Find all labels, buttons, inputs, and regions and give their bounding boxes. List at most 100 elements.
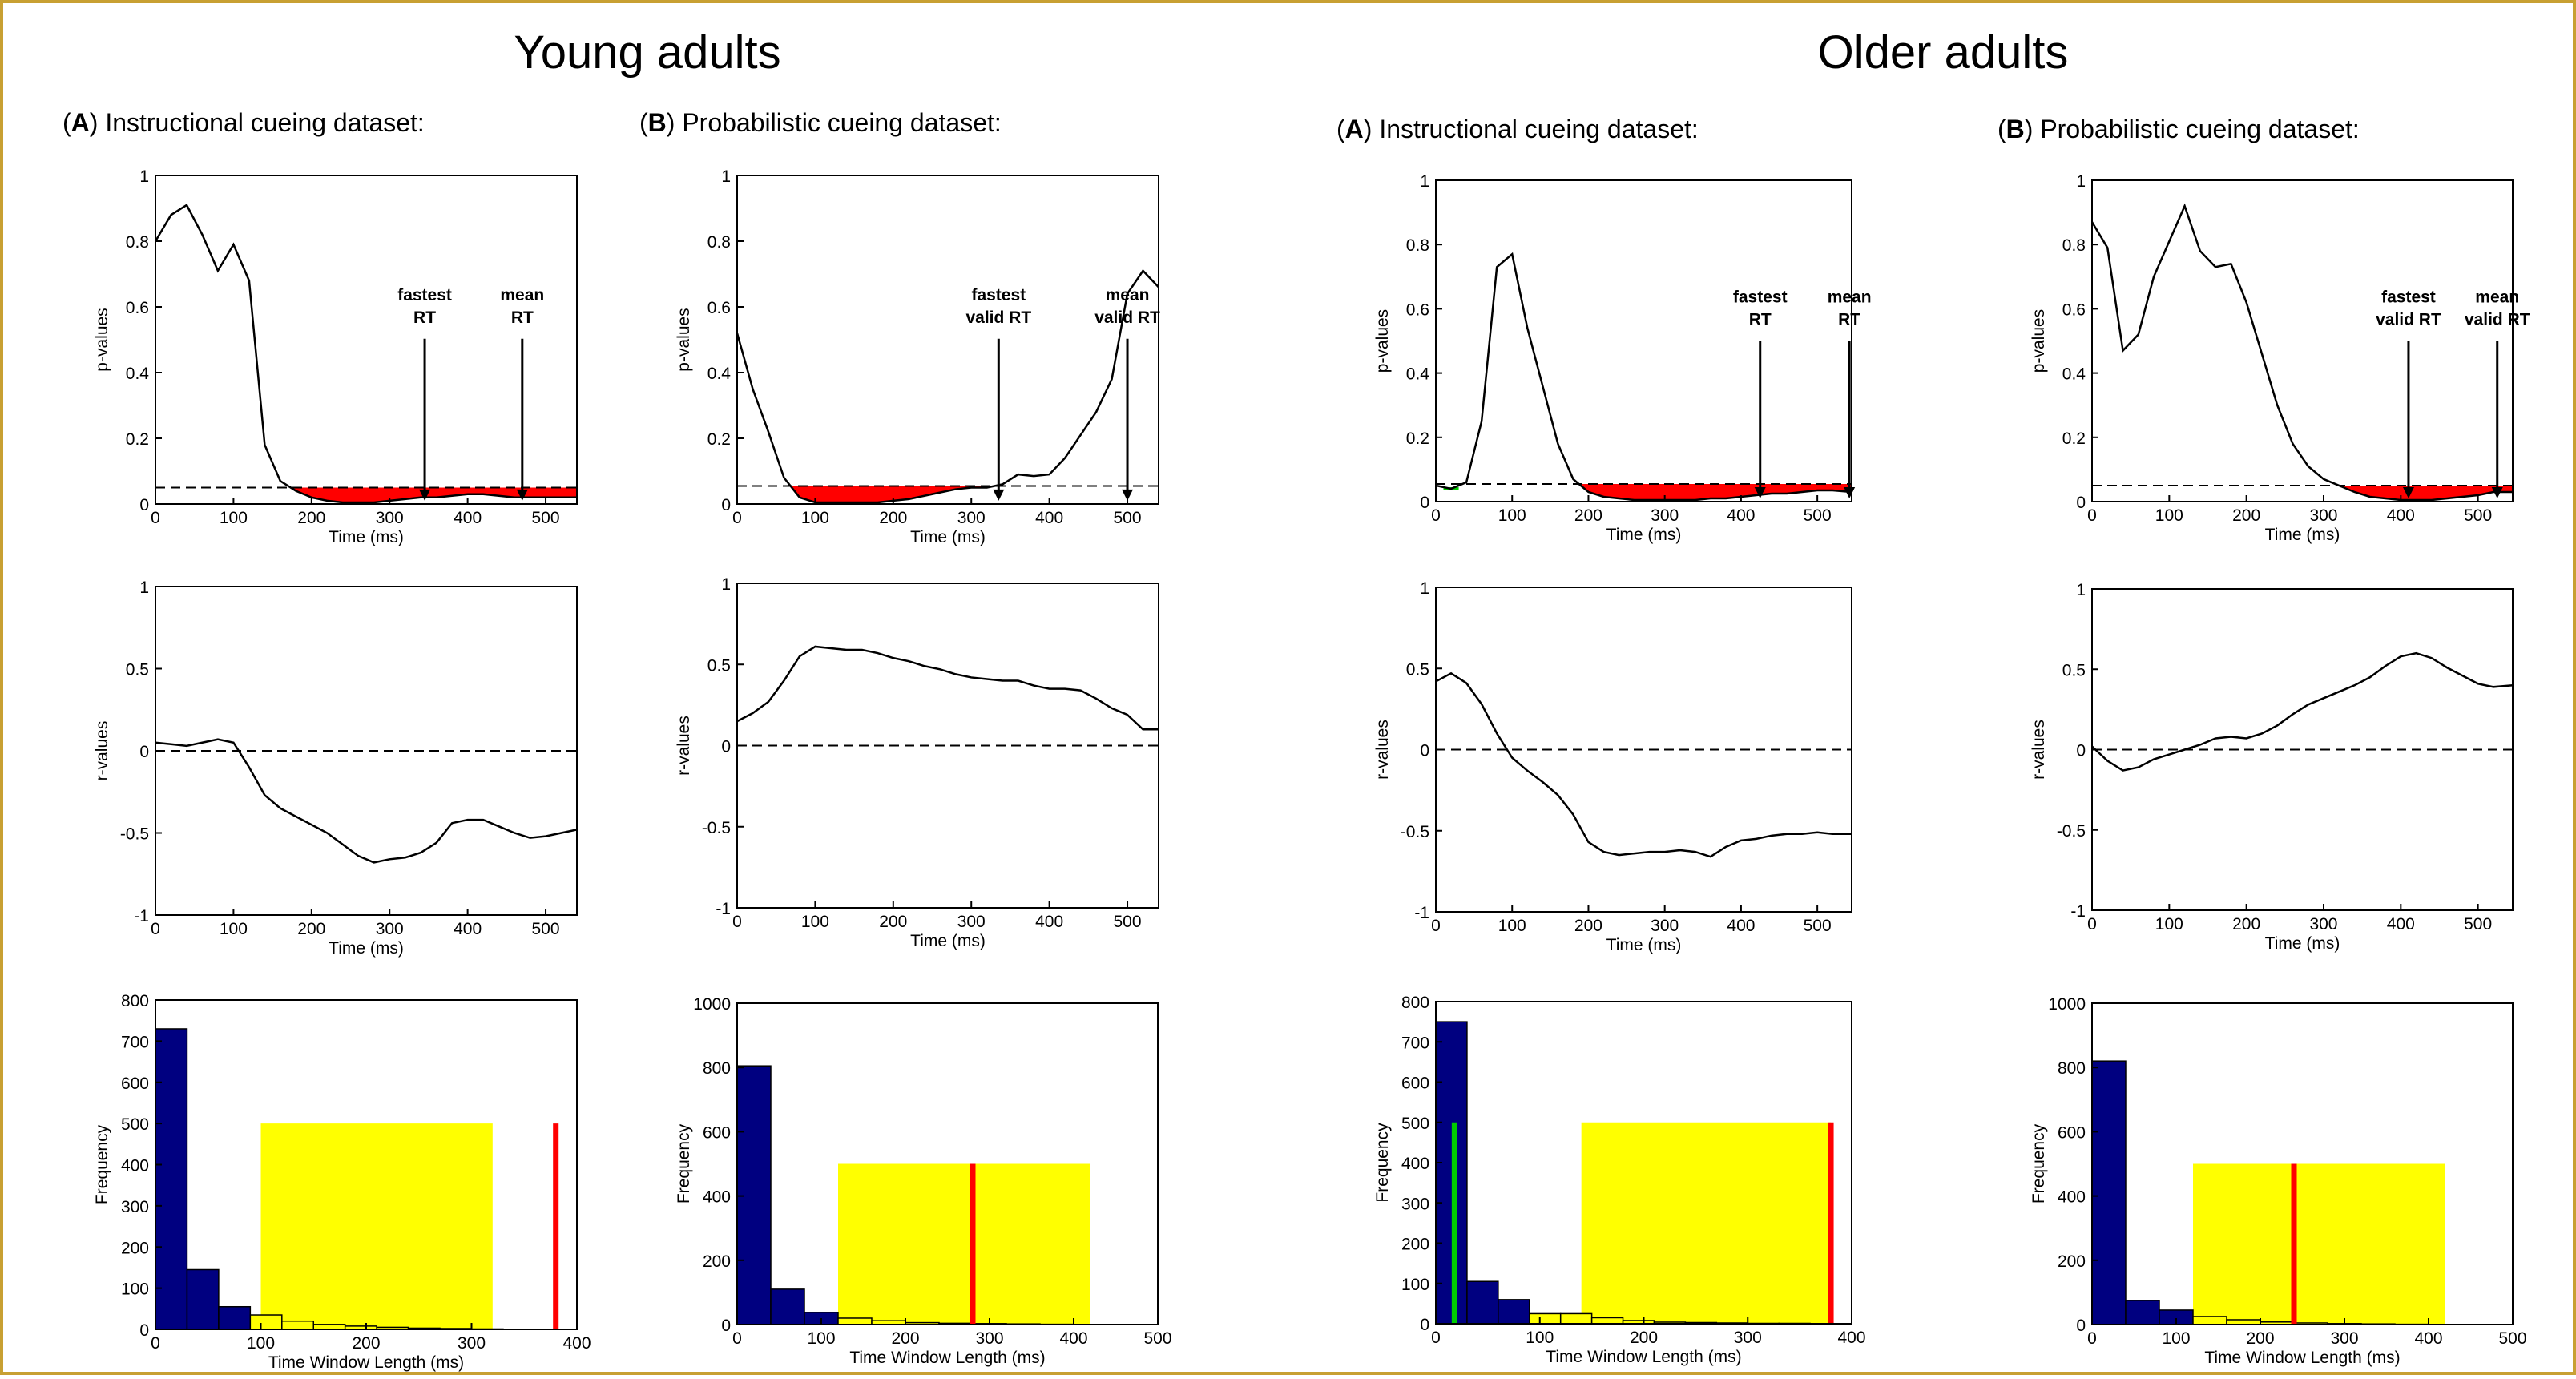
x-tick-label: 500 [2464,506,2492,525]
y-axis-label: p-values [675,308,693,371]
y-tick-label: -1 [1414,904,1429,922]
y-tick-label: 1 [721,167,731,186]
x-tick-label: 200 [1630,1329,1658,1347]
x-tick-label: 200 [2232,506,2260,525]
y-tick-label: 1000 [693,995,731,1014]
y-tick-label: 800 [1401,994,1429,1012]
y-tick-label: 1 [139,167,149,186]
open-paren: ( [639,108,648,137]
annotation-arrowhead [993,490,1004,501]
x-tick-label: 200 [879,509,907,527]
x-axis-label: Time (ms) [2265,934,2340,953]
x-tick-label: 400 [2387,506,2415,525]
panel-title-older-b: (B) Probabilistic cueing dataset: [1998,115,2360,143]
histogram-bar [1561,1313,1592,1324]
open-paren: ( [62,108,71,137]
x-tick-label: 200 [1574,506,1602,525]
x-tick-label: 500 [1804,506,1832,525]
x-tick-label: 300 [957,913,986,931]
x-tick-label: 300 [2309,915,2337,933]
x-tick-label: 0 [151,1334,160,1353]
y-tick-label: 0.5 [2062,661,2086,679]
y-tick-label: 500 [1401,1115,1429,1133]
window-box [1582,1123,1831,1324]
x-tick-label: 0 [732,1329,742,1348]
x-tick-label: 500 [1114,509,1142,527]
y-tick-label: 800 [703,1059,731,1078]
y-axis-label: Frequency [2030,1123,2048,1204]
y-tick-label: 0 [2076,1317,2086,1335]
y-tick-label: 1 [1420,579,1429,598]
y-tick-label: 1 [721,575,731,594]
histogram-bar [771,1289,804,1325]
histogram-bar [250,1315,281,1329]
y-tick-label: 0.2 [126,430,149,449]
x-axis-label: Time (ms) [910,932,986,950]
y-tick-label: 600 [121,1075,149,1093]
y-tick-label: 600 [2058,1123,2086,1142]
y-tick-label: 0.5 [1406,660,1429,679]
x-tick-label: 200 [891,1329,919,1348]
annotation-label: mean [1106,286,1150,304]
annotation-label: RT [1749,310,1772,329]
x-axis-label: Time Window Length (ms) [1546,1348,1741,1366]
y-tick-label: 0 [721,738,731,756]
x-axis-label: Time Window Length (ms) [268,1353,464,1372]
y-tick-label: 0 [1420,1316,1429,1334]
panel-title-young-a: (A) Instructional cueing dataset: [62,108,425,137]
y-tick-label: 0.8 [707,233,731,252]
x-tick-label: 300 [2309,506,2337,525]
x-tick-label: 200 [879,913,907,931]
x-axis-label: Time (ms) [1606,936,1682,954]
y-tick-label: 0.8 [1406,236,1429,255]
annotation-label: valid RT [1094,308,1160,327]
x-tick-label: 500 [2498,1329,2526,1348]
open-paren: ( [1998,115,2006,143]
x-tick-label: 400 [1727,506,1755,525]
x-tick-label: 200 [297,509,325,527]
x-tick-label: 500 [2464,915,2492,933]
x-tick-label: 400 [454,920,482,938]
y-tick-label: 0.4 [1406,365,1430,384]
histogram-bar [219,1307,250,1329]
series-line [155,740,577,863]
x-axis-label: Time (ms) [2265,526,2340,544]
annotation-label: valid RT [965,308,1031,327]
y-tick-label: 0.4 [2062,365,2086,384]
y-tick-label: -0.5 [120,825,149,844]
x-tick-label: 200 [2246,1329,2274,1348]
annotation-label: valid RT [2465,310,2530,329]
histogram-bar [2092,1061,2126,1325]
histogram-bar [282,1321,313,1329]
y-tick-label: -1 [2070,902,2086,921]
y-tick-label: 0.2 [1406,429,1429,448]
y-axis-label: r-values [2030,720,2048,780]
x-tick-label: 300 [458,1334,486,1353]
x-axis-label: Time (ms) [910,528,986,546]
plot-frame [155,175,577,504]
y-tick-label: 400 [121,1157,149,1175]
x-tick-label: 0 [1431,1329,1441,1347]
x-tick-label: 100 [807,1329,835,1348]
y-tick-label: 600 [1401,1075,1429,1093]
y-tick-label: 0.5 [707,656,731,675]
x-tick-label: 400 [1035,509,1063,527]
annotation-label: fastest [971,286,1026,304]
y-axis-label: Frequency [1373,1123,1392,1203]
x-tick-label: 400 [2387,915,2415,933]
x-tick-label: 200 [1574,917,1602,935]
x-tick-label: 500 [1114,913,1142,931]
x-tick-label: 0 [151,509,160,527]
x-tick-label: 100 [1526,1329,1554,1347]
x-tick-label: 200 [2232,915,2260,933]
y-tick-label: 100 [1401,1276,1429,1294]
x-tick-label: 200 [297,920,325,938]
plot-frame [2092,180,2513,502]
x-axis-label: Time Window Length (ms) [849,1349,1045,1367]
y-axis-label: Frequency [93,1124,111,1204]
x-tick-label: 0 [1431,917,1441,935]
